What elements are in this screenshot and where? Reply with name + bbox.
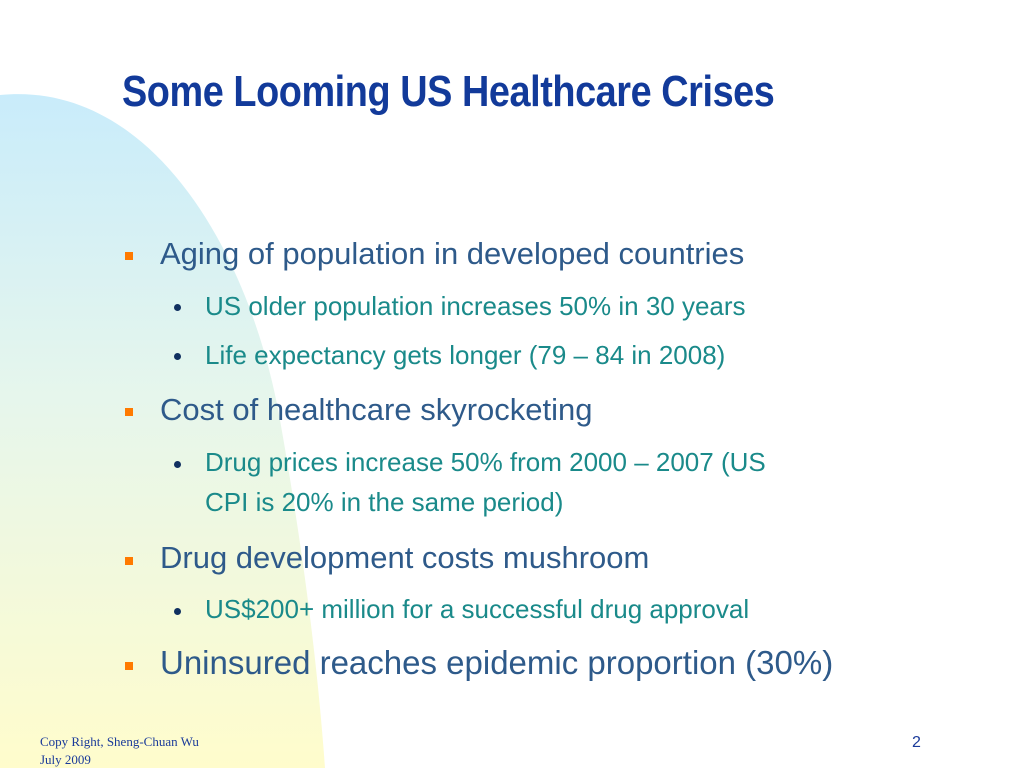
slide-title: Some Looming US Healthcare Crises — [122, 67, 775, 116]
bullet-item: Aging of population in developed countri… — [160, 236, 745, 271]
sub-bullet-item: US$200+ million for a successful drug ap… — [205, 594, 750, 624]
sub-bullet-item-continued: CPI is 20% in the same period) — [205, 487, 564, 517]
page-number: 2 — [912, 734, 921, 751]
footer-date: July 2009 — [40, 752, 91, 767]
dot-bullet-icon — [174, 461, 181, 468]
bullet-item: Uninsured reaches epidemic proportion (3… — [160, 644, 834, 681]
dot-bullet-icon — [174, 304, 181, 311]
square-bullet-icon — [125, 252, 133, 260]
bullet-item: Drug development costs mushroom — [160, 540, 650, 575]
dot-bullet-icon — [174, 608, 181, 615]
footer-copyright: Copy Right, Sheng-Chuan Wu July 2009 — [40, 733, 199, 769]
copyright-text: Copy Right, Sheng-Chuan Wu — [40, 734, 199, 749]
square-bullet-icon — [125, 557, 133, 565]
square-bullet-icon — [125, 408, 133, 416]
sub-bullet-item: Life expectancy gets longer (79 – 84 in … — [205, 340, 726, 370]
sub-bullet-item: Drug prices increase 50% from 2000 – 200… — [205, 447, 766, 477]
square-bullet-icon — [125, 662, 133, 670]
dot-bullet-icon — [174, 353, 181, 360]
sub-bullet-item: US older population increases 50% in 30 … — [205, 291, 746, 321]
bullet-item: Cost of healthcare skyrocketing — [160, 392, 593, 427]
